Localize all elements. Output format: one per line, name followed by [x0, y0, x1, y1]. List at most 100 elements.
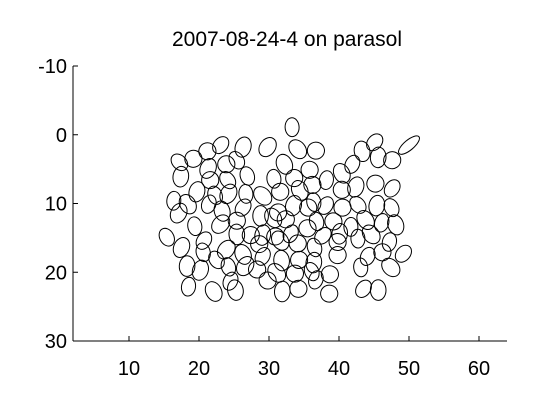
receptive-field-ellipse [227, 211, 246, 230]
receptive-field-ellipse [333, 198, 352, 217]
receptive-field-ellipse [228, 150, 246, 170]
receptive-field-ellipse [306, 141, 325, 160]
receptive-field-ellipse [387, 214, 405, 236]
receptive-field-ellipse [284, 117, 300, 138]
receptive-field-ellipse [366, 174, 385, 193]
receptive-field-ellipse [359, 246, 376, 266]
receptive-field-ellipse [273, 249, 290, 272]
y-axis-ticks: -10 0 10 20 30 [38, 56, 78, 353]
receptive-field-ellipse [180, 276, 197, 297]
receptive-field-ellipse [373, 243, 392, 262]
receptive-field-ellipse [220, 257, 237, 277]
receptive-field-ellipse [288, 139, 308, 160]
receptive-field-ellipse [328, 246, 347, 265]
receptive-field-ellipse [235, 256, 255, 277]
receptive-field-ellipse [285, 169, 304, 188]
receptive-field-ellipse [211, 214, 231, 234]
y-tick-label: 10 [45, 194, 67, 216]
receptive-field-ellipse [199, 157, 217, 179]
receptive-field-ellipse [228, 223, 246, 246]
receptive-field-ellipse [252, 205, 269, 227]
receptive-field-ellipse [234, 243, 252, 265]
receptive-field-ellipse [328, 232, 347, 252]
receptive-field-ellipse [234, 136, 252, 158]
receptive-field-ellipse [361, 224, 381, 245]
x-tick-label: 60 [468, 358, 490, 380]
x-axis-ticks: 10 20 30 40 50 60 [118, 336, 490, 380]
receptive-field-ellipse [254, 247, 271, 266]
receptive-field-ellipse [273, 280, 291, 303]
receptive-field-ellipse [212, 136, 230, 155]
receptive-field-ellipse [213, 200, 231, 222]
receptive-field-ellipse [184, 149, 203, 168]
receptive-field-ellipse [258, 271, 277, 290]
x-tick-label: 10 [118, 358, 140, 380]
x-tick-label: 30 [258, 358, 280, 380]
receptive-field-ellipse [317, 196, 334, 215]
receptive-field-ellipse [201, 171, 220, 190]
receptive-field-ellipse [350, 228, 366, 249]
receptive-field-ellipse [250, 235, 269, 254]
receptive-field-ellipse [195, 231, 213, 250]
receptive-field-ellipse [270, 230, 290, 251]
receptive-field-ellipse [308, 270, 324, 290]
receptive-field-ellipse [234, 198, 252, 217]
chart-title: 2007-08-24-4 on parasol [172, 28, 402, 51]
receptive-field-ellipse [266, 168, 282, 189]
receptive-field-ellipse [369, 279, 387, 301]
receptive-field-ellipse [172, 165, 190, 188]
y-tick-label: 0 [56, 125, 67, 147]
receptive-field-ellipse [178, 194, 197, 215]
x-tick-label: 40 [328, 358, 350, 380]
receptive-field-ellipse [349, 195, 367, 214]
receptive-field-ellipse [369, 146, 387, 169]
receptive-field-ellipse [314, 226, 332, 245]
receptive-field-ellipse [187, 216, 203, 237]
receptive-field-ellipse [303, 175, 322, 194]
receptive-field-ellipse [158, 227, 175, 247]
receptive-field-ellipse [276, 210, 295, 229]
receptive-field-ellipse [172, 237, 191, 258]
receptive-field-ellipse [290, 250, 309, 269]
receptive-field-ellipse [207, 185, 223, 205]
receptive-field-ellipse [356, 209, 375, 231]
receptive-field-ellipse [219, 183, 238, 205]
receptive-field-ellipse [355, 279, 372, 298]
receptive-field-ellipse [331, 223, 349, 245]
receptive-field-ellipse [200, 194, 217, 214]
receptive-field-ellipse [298, 219, 317, 238]
receptive-field-ellipse [217, 155, 236, 174]
receptive-field-ellipse [381, 257, 401, 278]
receptive-field-ellipse [383, 198, 400, 218]
receptive-field-ellipse [226, 279, 244, 301]
receptive-field-ellipse [282, 224, 299, 244]
y-tick-label: 20 [45, 262, 67, 284]
x-tick-label: 50 [398, 358, 420, 380]
receptive-field-ellipse [344, 154, 361, 174]
y-tick-label: 30 [45, 331, 67, 353]
receptive-field-ellipse [239, 166, 256, 186]
receptive-field-ellipse [253, 186, 273, 206]
receptive-field-ellipse [258, 137, 277, 158]
receptive-field-ellipse [169, 202, 188, 224]
receptive-field-ellipse [308, 211, 325, 232]
receptive-field-ellipse [284, 194, 303, 217]
receptive-field-ellipse [303, 262, 320, 282]
receptive-field-ellipse [204, 281, 223, 302]
receptive-field-ellipse [381, 232, 398, 252]
receptive-field-ellipse [306, 237, 323, 258]
receptive-field-ellipse [320, 265, 339, 284]
x-tick-label: 20 [188, 358, 210, 380]
receptive-field-ellipse [332, 180, 351, 199]
receptive-field-ellipse [178, 255, 196, 277]
receptive-field-ellipse [264, 207, 283, 229]
receptive-field-ellipse [353, 257, 369, 278]
receptive-field-ellipse [300, 160, 319, 179]
receptive-field-ellipse [216, 239, 236, 260]
receptive-field-ellipse [394, 244, 412, 263]
receptive-field-ellipse [324, 212, 343, 231]
receptive-field-ellipse [299, 198, 318, 217]
receptive-field-ellipse [288, 234, 307, 253]
receptive-field-ellipse [254, 224, 272, 246]
